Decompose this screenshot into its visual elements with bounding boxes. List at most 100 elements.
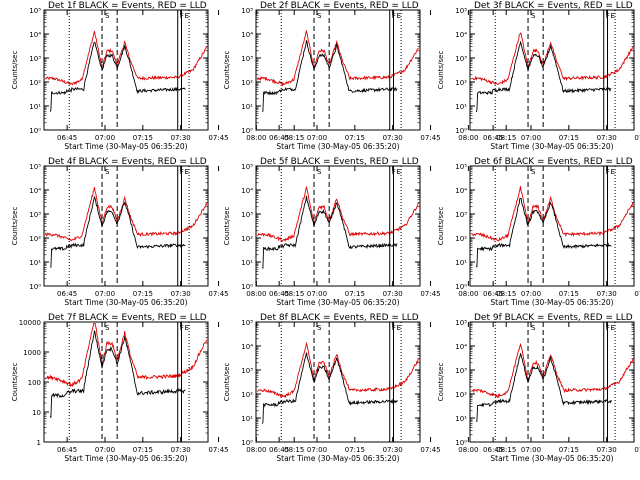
x-tick-label: 07:15	[345, 446, 365, 454]
y-tick-label: 10³	[455, 367, 467, 375]
x-tick-label: 07:45	[420, 134, 440, 142]
x-tick-label: 07:00	[95, 134, 115, 142]
x-tick-label: 07:30	[383, 290, 403, 298]
plot-frame	[255, 9, 421, 131]
x-tick-label: 07:15	[133, 446, 153, 454]
marker-annotation: S	[105, 324, 110, 332]
plot-frame	[469, 321, 635, 443]
series-events-line	[262, 40, 398, 112]
x-tick-label: 07:30	[597, 290, 617, 298]
series-lld-line	[470, 186, 634, 242]
y-tick-label: 10¹	[455, 103, 467, 111]
series-lld-line	[256, 341, 419, 399]
series-events-line	[476, 353, 612, 423]
y-tick-label: 10⁵	[455, 319, 467, 327]
marker-annotation: F	[606, 168, 610, 176]
x-tick-label: 07:45	[634, 290, 640, 298]
x-tick-label: 07:00	[521, 446, 541, 454]
y-tick-label: 10⁵	[241, 319, 253, 327]
series-events-line	[50, 195, 186, 268]
marker-annotation: S	[531, 12, 536, 20]
series-events-line	[49, 330, 186, 418]
marker-annotation: F	[392, 324, 396, 332]
marker-annotation: F	[180, 168, 184, 176]
x-tick-label: 08:00	[246, 290, 266, 298]
series-lld-line	[257, 185, 419, 243]
y-tick-label: 100	[28, 379, 41, 387]
x-tick-label: 07:45	[420, 290, 440, 298]
marker-annotation: E	[611, 168, 615, 176]
y-tick-label: 10³	[455, 55, 467, 63]
marker-annotation: F	[392, 12, 396, 20]
y-tick-label: 10⁰	[455, 439, 467, 447]
x-tick-label: 07:45	[208, 290, 228, 298]
y-tick-label: 10⁴	[455, 343, 467, 351]
marker-annotation: S	[105, 12, 110, 20]
x-tick-label: 06:45	[269, 290, 289, 298]
chart-title: Det 6f BLACK = Events, RED = LLD	[474, 157, 633, 167]
x-tick-label: 06:45	[57, 290, 77, 298]
marker-annotation: F	[606, 12, 610, 20]
y-tick-label: 10¹	[241, 259, 253, 267]
x-tick-label: 07:00	[307, 290, 327, 298]
y-tick-label: 10¹	[455, 259, 467, 267]
x-tick-label: 08:15	[496, 134, 516, 142]
chart-panel-7: Det 7f BLACK = Events, RED = LLD Counts/s…	[11, 313, 304, 463]
y-tick-label: 10⁴	[241, 343, 253, 351]
x-tick-label: 06:45	[483, 446, 503, 454]
y-tick-label: 10¹	[29, 103, 41, 111]
x-tick-label: 07:00	[95, 446, 115, 454]
y-tick-label: 10²	[241, 235, 253, 243]
series-events-line	[475, 40, 612, 113]
chart-panel-1: Det 1f BLACK = Events, RED = LLD Counts/s…	[11, 1, 304, 151]
marker-annotation: E	[185, 12, 189, 20]
series-events-line	[261, 195, 398, 270]
marker-annotation: S	[317, 168, 322, 176]
x-tick-label: 07:30	[597, 446, 617, 454]
chart-title: Det 1f BLACK = Events, RED = LLD	[48, 1, 207, 11]
y-tick-label: 10⁵	[241, 7, 253, 15]
x-tick-label: 06:45	[483, 134, 503, 142]
plot-frame	[43, 9, 209, 131]
x-axis-label: Start Time (30-May-05 06:35:20)	[490, 142, 613, 151]
chart-panel-2: Det 2f BLACK = Events, RED = LLD Counts/s…	[223, 1, 516, 151]
marker-annotation: E	[611, 12, 615, 20]
chart-title: Det 9f BLACK = Events, RED = LLD	[474, 313, 633, 323]
y-tick-label: 10⁴	[455, 31, 467, 39]
marker-annotation: F	[606, 324, 610, 332]
y-tick-label: 1000	[23, 349, 41, 357]
x-axis-label: Start Time (30-May-05 06:35:20)	[490, 298, 613, 307]
y-tick-label: 10²	[455, 391, 467, 399]
y-tick-label: 10²	[241, 79, 253, 87]
x-tick-label: 08:00	[246, 446, 266, 454]
x-tick-label: 07:30	[383, 446, 403, 454]
y-tick-label: 10000	[19, 319, 41, 327]
chart-panel-3: Det 3f BLACK = Events, RED = LLD Counts/s…	[437, 1, 640, 151]
y-tick-label: 10	[32, 409, 41, 417]
x-tick-label: 07:15	[559, 446, 579, 454]
chart-title: Det 4f BLACK = Events, RED = LLD	[48, 157, 207, 167]
x-tick-label: 07:00	[307, 134, 327, 142]
plot-frame	[469, 165, 635, 287]
y-tick-label: 10²	[455, 235, 467, 243]
x-tick-label: 07:15	[345, 134, 365, 142]
y-tick-label: 10¹	[241, 103, 253, 111]
x-tick-label: 08:15	[284, 134, 304, 142]
x-axis-label: Start Time (30-May-05 06:35:20)	[276, 142, 399, 151]
x-tick-label: 07:45	[420, 446, 440, 454]
marker-annotation: F	[180, 324, 184, 332]
y-tick-label: 10⁰	[455, 283, 467, 291]
y-tick-label: 10³	[29, 211, 41, 219]
y-tick-label: 10⁵	[241, 163, 253, 171]
y-axis-label: Counts/sec	[437, 363, 445, 402]
x-axis-label: Start Time (30-May-05 06:35:20)	[276, 454, 399, 463]
y-tick-label: 10²	[455, 79, 467, 87]
y-axis-label: Counts/sec	[11, 207, 19, 246]
x-tick-label: 07:15	[133, 134, 153, 142]
series-lld-line	[44, 323, 208, 388]
x-tick-label: 06:45	[483, 290, 503, 298]
x-tick-label: 07:45	[208, 446, 228, 454]
y-tick-label: 10⁰	[241, 127, 253, 135]
y-axis-label: Counts/sec	[11, 51, 19, 90]
